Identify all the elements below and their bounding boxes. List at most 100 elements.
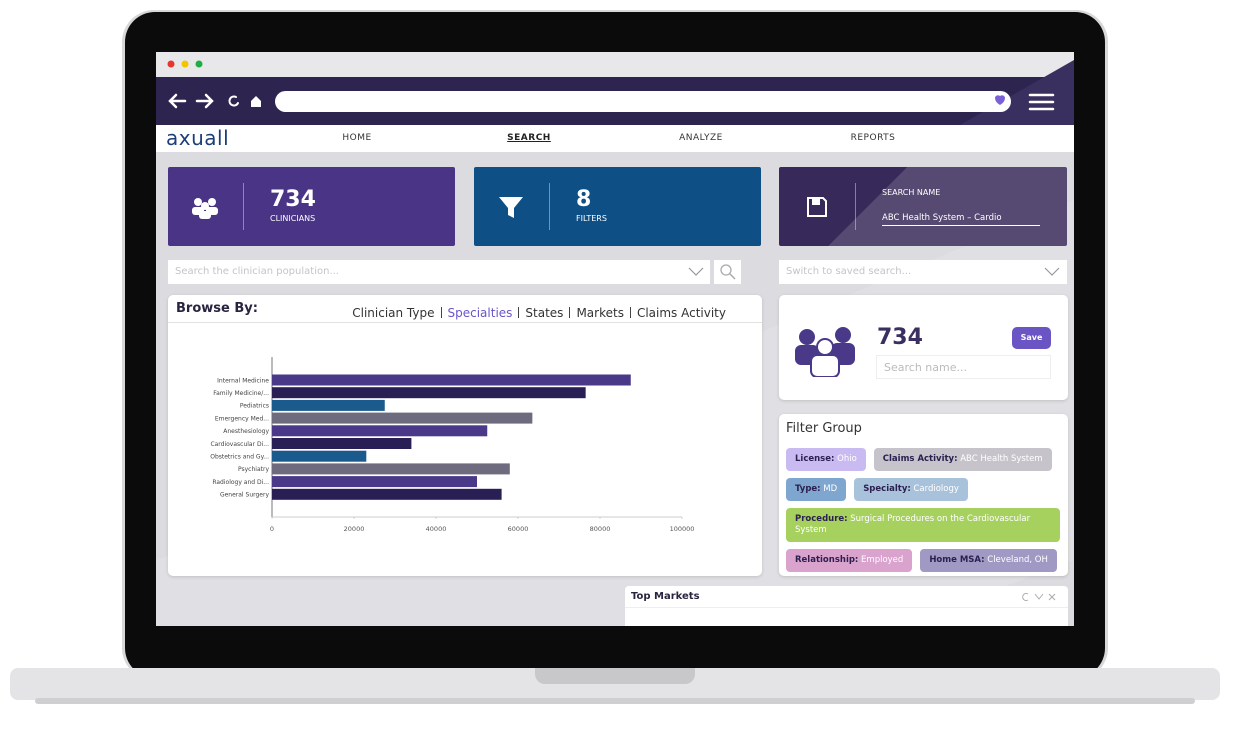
bar <box>272 476 477 488</box>
dropdown-arrow[interactable] <box>1044 266 1060 278</box>
filter-icon <box>499 197 523 218</box>
clinicians-icon <box>192 198 218 219</box>
dropdown-arrow[interactable] <box>688 266 704 278</box>
stat-label: FILTERS <box>576 214 607 223</box>
top-markets-panel: Top Markets <box>625 586 1068 626</box>
chip-key: License: <box>795 454 835 464</box>
search-input[interactable]: Search the clinician population... <box>168 260 710 284</box>
y-tick-label: General Surgery <box>220 492 269 499</box>
bar <box>272 450 367 462</box>
filter-chip[interactable]: Relationship: Employed <box>786 549 913 572</box>
search-name-card[interactable]: SEARCH NAME ABC Health System – Cardio <box>779 167 1067 246</box>
divider <box>168 322 762 323</box>
bar <box>272 387 586 399</box>
filter-chip[interactable]: Home MSA: Cleveland, OH <box>920 549 1057 572</box>
x-tick-label: 60000 <box>508 525 529 533</box>
bar <box>272 399 385 411</box>
search-name-input[interactable]: Search name... <box>876 355 1051 379</box>
x-tick-label: 40000 <box>426 525 447 533</box>
bar <box>272 425 488 437</box>
search-button[interactable] <box>714 260 741 284</box>
filter-chip[interactable]: Claims Activity: ABC Health System <box>873 448 1052 471</box>
nav-link[interactable]: HOME <box>342 133 372 143</box>
chip-key: Specialty: <box>863 484 911 494</box>
tab[interactable]: Specialties <box>447 306 513 320</box>
stat-label: CLINICIANS <box>270 214 316 223</box>
y-tick-label: Emergency Med... <box>215 415 269 422</box>
panel-controls[interactable] <box>1020 591 1060 603</box>
clinicians-card[interactable]: 734 CLINICIANS <box>168 167 455 246</box>
y-tick-label: Anesthesiology <box>223 428 269 435</box>
tab-separator <box>518 307 520 318</box>
filter-chip[interactable]: Procedure: Surgical Procedures on the Ca… <box>786 508 1060 542</box>
chip-key: Procedure: <box>795 514 848 524</box>
top-markets-title: Top Markets <box>631 591 700 602</box>
y-tick-label: Pediatrics <box>240 403 269 410</box>
bar <box>272 463 510 475</box>
chip-key: Type: <box>795 484 821 494</box>
y-tick-label: Cardiovascular Di... <box>210 441 269 448</box>
filter-group-title: Filter Group <box>786 421 862 436</box>
nav-link[interactable]: ANALYZE <box>679 133 723 143</box>
filters-card[interactable]: 8 FILTERS <box>474 167 761 246</box>
tab[interactable]: Clinician Type <box>352 306 435 320</box>
filter-chip[interactable]: License: Ohio <box>786 448 866 471</box>
filter-chip[interactable]: Specialty: Cardiology <box>854 478 968 501</box>
x-tick-label: 80000 <box>590 525 611 533</box>
y-tick-label: Psychiatry <box>238 466 269 473</box>
x-tick-label: 20000 <box>344 525 365 533</box>
chip-value: ABC Health System <box>960 454 1043 464</box>
filter-chip[interactable]: Type: MD <box>786 478 847 501</box>
tab[interactable]: Claims Activity <box>636 306 726 320</box>
y-tick-label: Obstetrics and Gy... <box>210 454 269 461</box>
bar <box>272 488 502 500</box>
chip-value: Cleveland, OH <box>987 555 1048 565</box>
x-tick-label: 100000 <box>670 525 695 533</box>
bar <box>272 374 631 386</box>
browse-panel: Browse By: Clinician Type Specialties Stat… <box>168 295 762 576</box>
divider <box>855 183 856 230</box>
bar-chart: Internal Medicine Family Medicine/... Pedi… <box>210 357 695 533</box>
browse-tabs: Clinician Type Specialties States Markets Cl… <box>352 302 726 321</box>
x-tick-label: 0 <box>270 525 274 533</box>
search-name-value[interactable]: ABC Health System – Cardio <box>882 213 1040 226</box>
save-button[interactable]: Save <box>1012 327 1051 349</box>
tab-separator <box>629 307 631 318</box>
y-tick-label: Internal Medicine <box>217 377 269 384</box>
stat-value: 8 <box>576 187 592 212</box>
tab[interactable]: Markets <box>576 306 624 320</box>
tab-separator <box>440 307 442 318</box>
chip-key: Claims Activity: <box>882 454 958 464</box>
chip-value: Employed <box>861 555 904 565</box>
search-icon <box>720 264 736 280</box>
divider <box>549 183 550 230</box>
chip-key: Home MSA: <box>929 555 985 565</box>
bar <box>272 438 412 449</box>
save-icon <box>807 197 827 217</box>
stat-value: 734 <box>270 187 316 212</box>
y-tick-label: Radiology and Di... <box>212 479 269 486</box>
bar <box>272 412 533 424</box>
chip-value: MD <box>823 484 838 494</box>
search-name-label: SEARCH NAME <box>882 188 941 197</box>
count: 734 <box>877 325 923 350</box>
y-tick-label: Family Medicine/... <box>213 390 269 397</box>
save-panel: 734 Save Search name... <box>779 295 1068 400</box>
chip-value: Cardiology <box>913 484 959 494</box>
clinicians-illustration <box>795 327 855 377</box>
filter-chips: License: Ohio Claims Activity: ABC Health… <box>786 448 1060 572</box>
browse-title: Browse By: <box>176 301 258 316</box>
chip-value: Ohio <box>837 454 857 464</box>
logo[interactable]: axuall <box>166 126 230 150</box>
chip-key: Relationship: <box>795 555 859 565</box>
filter-group-panel: Filter Group License: Ohio Claims Activit… <box>779 414 1068 576</box>
nav-link[interactable]: SEARCH <box>507 133 551 143</box>
tab[interactable]: States <box>525 306 564 320</box>
nav-link[interactable]: REPORTS <box>850 133 896 143</box>
tab-separator <box>569 307 571 318</box>
divider <box>243 183 244 230</box>
chip-value: Surgical Procedures on the Cardiovascula… <box>795 514 1031 535</box>
divider <box>625 607 1068 608</box>
saved-search-select[interactable]: Switch to saved search... <box>779 260 1067 284</box>
